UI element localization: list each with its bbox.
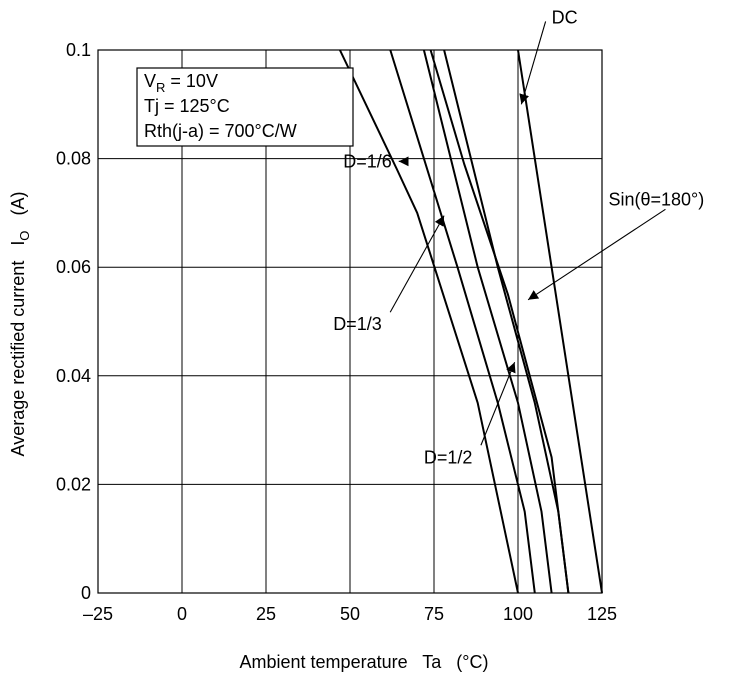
x-tick-label: 100: [503, 604, 533, 624]
annotation-label: D=1/3: [333, 314, 382, 334]
y-axis-label: Average rectified current IO (A): [8, 192, 32, 457]
series-line-d-1-6: [338, 49, 519, 594]
annotation-arrow: [389, 215, 445, 313]
y-tick-label: 0.08: [56, 149, 91, 169]
annotation-label: DC: [552, 7, 578, 27]
annotation-label: D=1/6: [343, 151, 392, 171]
annotation-label: D=1/2: [424, 447, 473, 467]
series-line-d-1-2: [422, 49, 553, 594]
annotation-label: Sin(θ=180°): [608, 189, 704, 209]
x-tick-labels: –25 0 25 50 75 100 125: [83, 604, 617, 624]
y-tick-label: 0.06: [56, 257, 91, 277]
annotation-arrow: [519, 21, 547, 105]
x-tick-label: –25: [83, 604, 113, 624]
condition-rth: Rth(j-a) = 700°C/W: [144, 121, 297, 141]
x-tick-label: 50: [340, 604, 360, 624]
y-tick-labels: 0 0.02 0.04 0.06 0.08 0.1: [56, 40, 91, 603]
series-line-sin-180-: [429, 49, 570, 594]
annotation-arrow: [480, 362, 516, 446]
x-axis-label: Ambient temperature Ta (°C): [240, 652, 489, 672]
x-tick-label: 0: [177, 604, 187, 624]
conditions-box: VR = 10V Tj = 125°C Rth(j-a) = 700°C/W: [136, 67, 354, 147]
condition-vr: VR = 10V: [144, 71, 218, 95]
series-line: [443, 49, 570, 594]
y-tick-label: 0.04: [56, 366, 91, 386]
conditions-box-frame: [136, 67, 354, 147]
series-line-dc: [517, 49, 603, 594]
x-tick-label: 25: [256, 604, 276, 624]
annotations: DC D=1/6 Sin(θ=180°) D=1/3 D=1/2: [333, 7, 704, 467]
annotation-arrow: [527, 208, 666, 301]
y-tick-label: 0: [81, 583, 91, 603]
condition-tj: Tj = 125°C: [144, 96, 230, 116]
x-tick-label: 125: [587, 604, 617, 624]
x-tick-label: 75: [424, 604, 444, 624]
y-tick-label: 0.1: [66, 40, 91, 60]
plot-frame: [97, 49, 603, 594]
y-tick-label: 0.02: [56, 474, 91, 494]
